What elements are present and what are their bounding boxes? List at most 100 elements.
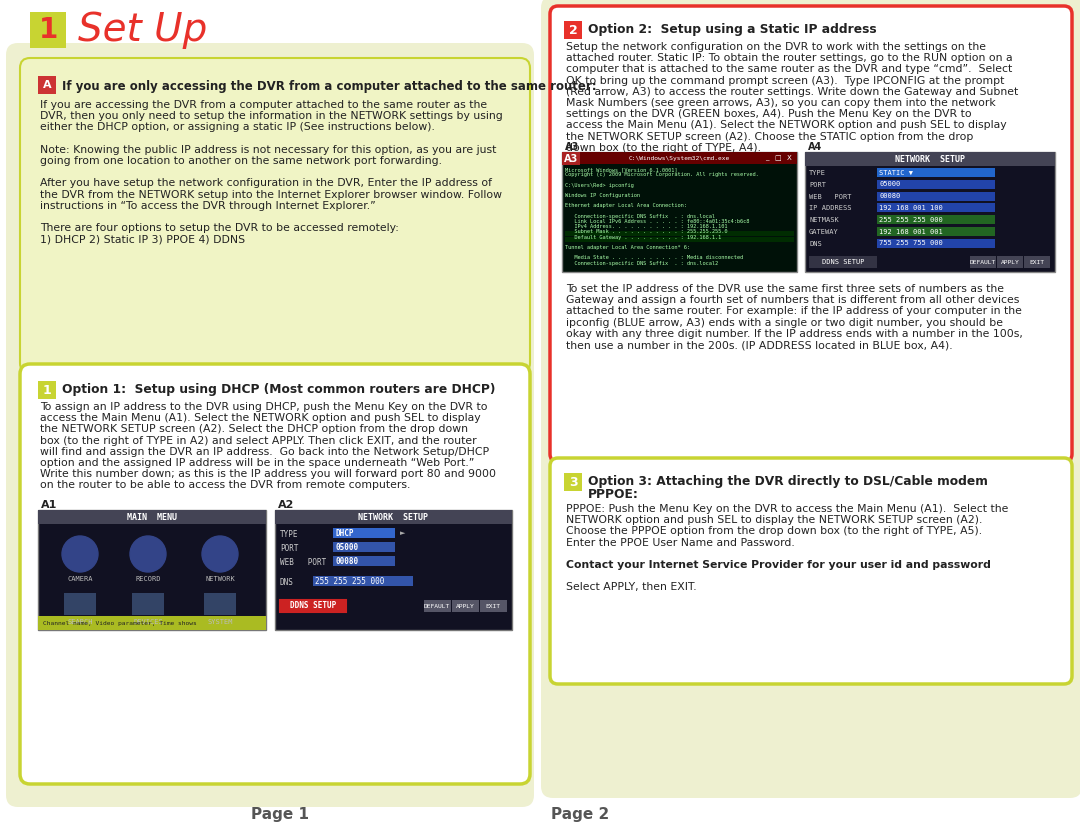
Text: DDNS SETUP: DDNS SETUP [822, 259, 864, 265]
Bar [38, 616, 266, 630]
Text: Contact your Internet Service Provider for your user id and password: Contact your Internet Service Provider f… [566, 560, 990, 570]
Text: 00080: 00080 [336, 556, 360, 565]
Text: C:\Users\Red> ipconfig: C:\Users\Red> ipconfig [565, 183, 634, 188]
Text: DDNS SETUP: DDNS SETUP [289, 601, 336, 610]
FancyBboxPatch shape [541, 0, 1080, 798]
Bar [562, 152, 580, 165]
Text: PORT: PORT [280, 544, 298, 553]
Text: TYPE: TYPE [809, 170, 826, 176]
Text: CAMERA: CAMERA [67, 576, 93, 582]
Text: SYSTEM: SYSTEM [207, 619, 233, 625]
Bar [877, 168, 995, 177]
Text: 05000: 05000 [336, 542, 360, 551]
Text: RECORD: RECORD [135, 576, 161, 582]
Bar [809, 256, 877, 268]
Text: DEFAULT: DEFAULT [423, 604, 450, 609]
Text: There are four options to setup the DVR to be accessed remotely:: There are four options to setup the DVR … [40, 224, 399, 234]
Bar [877, 192, 995, 201]
Text: the DVR from the NETWORK setup into the Internet Explorer browser window. Follow: the DVR from the NETWORK setup into the … [40, 189, 502, 199]
Bar [877, 227, 995, 236]
Text: down box (to the right of TYPE, A4).: down box (to the right of TYPE, A4). [566, 143, 761, 153]
Text: Connection-specific DNS Suffix  . : dns.local: Connection-specific DNS Suffix . : dns.l… [565, 214, 715, 219]
Bar [805, 152, 1055, 272]
Bar [313, 576, 413, 586]
Bar [38, 381, 56, 399]
Bar [564, 473, 582, 491]
FancyBboxPatch shape [550, 6, 1072, 462]
Text: Microsoft Windows [Version 6.1.0001]: Microsoft Windows [Version 6.1.0001] [565, 167, 677, 172]
Bar [970, 256, 996, 268]
Circle shape [202, 536, 238, 572]
Text: Mask Numbers (see green arrows, A3), so you can copy them into the network: Mask Numbers (see green arrows, A3), so … [566, 98, 996, 108]
Bar [30, 12, 66, 48]
Text: Select APPLY, then EXIT.: Select APPLY, then EXIT. [566, 582, 697, 592]
Bar [480, 600, 507, 612]
Bar [562, 152, 797, 164]
Text: (Red arrow, A3) to access the router settings. Write down the Gateway and Subnet: (Red arrow, A3) to access the router set… [566, 87, 1018, 97]
Text: X: X [786, 155, 792, 161]
Text: instructions in “To access the DVR through Internet Explorer.”: instructions in “To access the DVR throu… [40, 201, 376, 211]
FancyBboxPatch shape [550, 458, 1072, 684]
Text: 05000: 05000 [879, 181, 901, 188]
FancyBboxPatch shape [21, 58, 530, 373]
Text: NETWORK: NETWORK [205, 576, 234, 582]
Bar [275, 510, 512, 524]
Text: If you are only accessing the DVR from a computer attached to the same router:: If you are only accessing the DVR from a… [62, 80, 596, 93]
Bar [565, 237, 794, 242]
Text: on the router to be able to access the DVR from remote computers.: on the router to be able to access the D… [40, 480, 410, 490]
Text: To assign an IP address to the DVR using DHCP, push the Menu Key on the DVR to: To assign an IP address to the DVR using… [40, 402, 487, 412]
Text: Default Gateway . . . . . . . . . : 192.168.1.1: Default Gateway . . . . . . . . . : 192.… [565, 234, 721, 239]
Text: Note: Knowing the public IP address is not necessary for this option, as you are: Note: Knowing the public IP address is n… [40, 145, 497, 155]
Text: going from one location to another on the same network port forwarding.: going from one location to another on th… [40, 156, 442, 166]
Text: TYPE: TYPE [280, 530, 298, 539]
Text: either the DHCP option, or assigning a static IP (See instructions below).: either the DHCP option, or assigning a s… [40, 123, 435, 133]
Text: 255 255 255 000: 255 255 255 000 [879, 217, 943, 223]
Bar [333, 542, 395, 552]
Bar [997, 256, 1023, 268]
Text: Subnet Mask . . . . . . . . . . . : 255.255.255.0: Subnet Mask . . . . . . . . . . . : 255.… [565, 229, 728, 234]
Bar [453, 600, 480, 612]
Text: will find and assign the DVR an IP address.  Go back into the Network Setup/DHCP: will find and assign the DVR an IP addre… [40, 447, 489, 457]
Text: Choose the PPPOE option from the drop down box (to the right of TYPE, A5).: Choose the PPPOE option from the drop do… [566, 526, 982, 536]
Text: A3: A3 [565, 142, 579, 152]
Text: A: A [43, 80, 52, 90]
Bar [877, 180, 995, 188]
Bar [275, 510, 512, 630]
Bar [38, 510, 266, 630]
Circle shape [130, 536, 166, 572]
Bar [562, 152, 797, 272]
Bar [38, 76, 56, 94]
Text: PPPOE: Push the Menu Key on the DVR to access the Main Menu (A1).  Select the: PPPOE: Push the Menu Key on the DVR to a… [566, 504, 1009, 514]
Text: Windows IP Configuration: Windows IP Configuration [565, 193, 640, 198]
Text: Page 1: Page 1 [251, 806, 309, 821]
Text: then use a number in the 200s. (IP ADDRESS located in BLUE box, A4).: then use a number in the 200s. (IP ADDRE… [566, 340, 953, 350]
Text: Gateway and assign a fourth set of numbers that is different from all other devi: Gateway and assign a fourth set of numbe… [566, 295, 1020, 305]
Text: option and the assigned IP address will be in the space underneath “Web Port.”: option and the assigned IP address will … [40, 458, 474, 468]
FancyBboxPatch shape [21, 364, 530, 784]
Text: OK to bring up the command prompt screen (A3).  Type IPCONFIG at the prompt: OK to bring up the command prompt screen… [566, 76, 1004, 86]
Bar [333, 556, 395, 566]
Text: the NETWORK SETUP screen (A2). Choose the STATIC option from the drop: the NETWORK SETUP screen (A2). Choose th… [566, 132, 973, 142]
Bar [805, 152, 1055, 166]
Text: 255 255 255 000: 255 255 255 000 [315, 576, 384, 585]
Text: 755 255 755 000: 755 255 755 000 [879, 240, 943, 246]
Text: computer that is attached to the same router as the DVR and type “cmd”.  Select: computer that is attached to the same ro… [566, 64, 1012, 74]
Text: DEFAULT: DEFAULT [970, 259, 996, 264]
Bar [132, 593, 164, 615]
Text: IPv4 Address. . . . . . . . . . . : 192.168.1.101: IPv4 Address. . . . . . . . . . . : 192.… [565, 224, 728, 229]
Text: Option 3: Attaching the DVR directly to DSL/Cable modem: Option 3: Attaching the DVR directly to … [588, 475, 988, 488]
Text: 1) DHCP 2) Static IP 3) PPOE 4) DDNS: 1) DHCP 2) Static IP 3) PPOE 4) DDNS [40, 234, 245, 244]
Bar [564, 21, 582, 39]
Text: EXIT: EXIT [486, 604, 500, 609]
Text: A2: A2 [278, 500, 295, 510]
Text: After you have setup the network configuration in the DVR, Enter the IP address : After you have setup the network configu… [40, 178, 492, 188]
Text: PORT: PORT [809, 182, 826, 188]
Text: STATIC ▼: STATIC ▼ [879, 169, 913, 175]
Text: NETWORK  SETUP: NETWORK SETUP [895, 154, 966, 163]
Text: WEB   PORT: WEB PORT [809, 193, 851, 199]
Text: NETWORK  SETUP: NETWORK SETUP [359, 513, 429, 521]
Bar [424, 600, 451, 612]
Text: DVR, then you only need to setup the information in the NETWORK settings by usin: DVR, then you only need to setup the inf… [40, 111, 503, 121]
Text: Page 2: Page 2 [551, 806, 609, 821]
Text: NETMASK: NETMASK [809, 217, 839, 224]
